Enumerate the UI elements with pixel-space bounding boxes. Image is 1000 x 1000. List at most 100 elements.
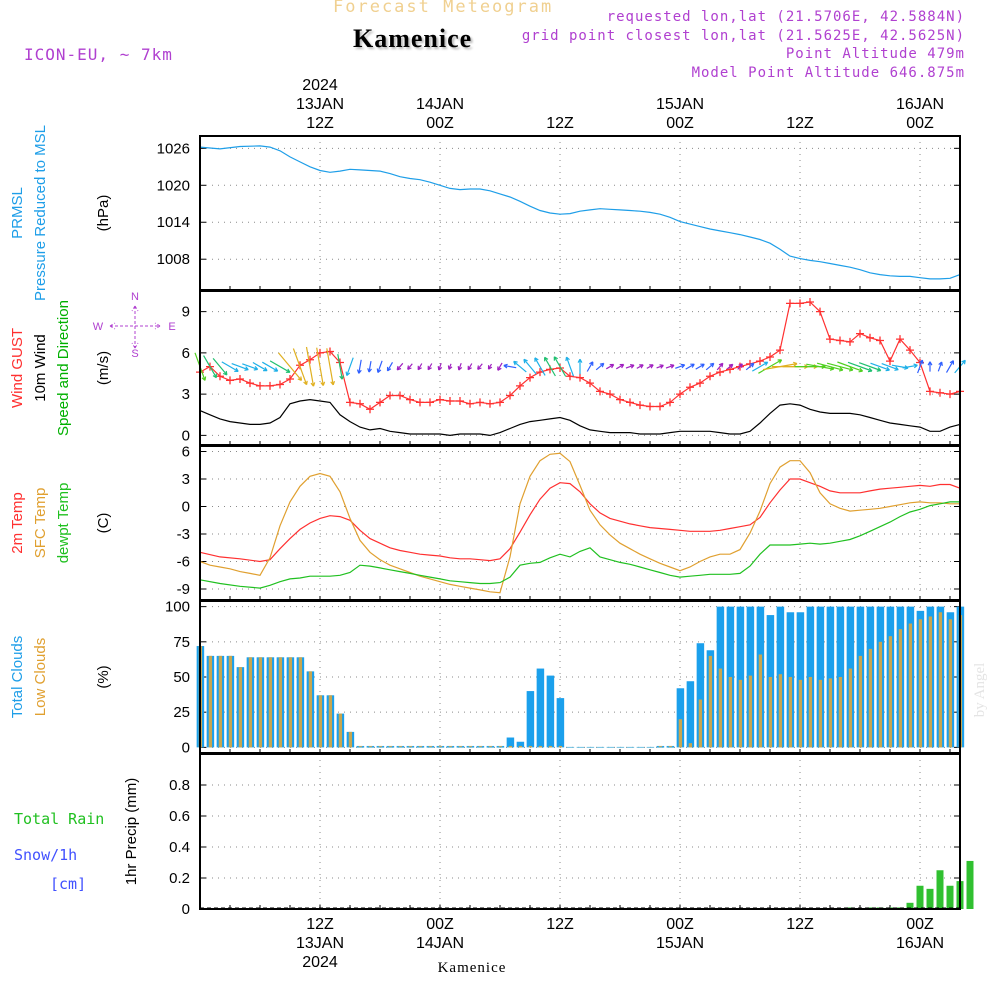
total-cloud-bar <box>736 606 745 748</box>
low-cloud-bar <box>828 678 833 748</box>
gust-marker <box>816 307 824 316</box>
wind-direction-arrow <box>203 355 217 379</box>
y-tick-label: 75 <box>173 634 190 651</box>
low-cloud-bar <box>728 677 733 748</box>
gust-marker <box>406 395 414 404</box>
wind-direction-arrow <box>705 362 715 371</box>
wind-direction-arrow <box>278 352 303 381</box>
low-cloud-bar <box>418 745 423 748</box>
gust-marker <box>796 299 804 308</box>
low-cloud-bar <box>508 745 513 748</box>
low-cloud-bar <box>348 731 353 748</box>
wind-direction-arrow <box>665 364 675 369</box>
rain-bar <box>906 902 914 909</box>
y-tick-label: -3 <box>177 526 190 543</box>
wind-direction-arrow <box>242 363 259 371</box>
wind-direction-arrow <box>523 358 537 375</box>
bottom-time-label: 12Z <box>546 916 574 933</box>
y-tick-label: 0 <box>182 739 190 756</box>
compass-west: W <box>93 321 104 333</box>
wind-direction-arrow <box>396 362 404 371</box>
wind-direction-arrow <box>356 359 362 374</box>
total-cloud-bar <box>816 606 825 748</box>
low-cloud-bar <box>238 667 243 748</box>
precip-snow-unit-label: [cm] <box>50 875 86 893</box>
wind-direction-arrow <box>231 363 249 371</box>
low-cloud-bar <box>228 655 233 748</box>
top-time-label: 2024 <box>302 77 338 94</box>
wind-direction-arrow <box>269 360 291 373</box>
wind-direction-arrow <box>902 363 918 369</box>
series-line-dewpt-temp <box>199 501 960 589</box>
wind-direction-arrow <box>497 362 503 371</box>
low-cloud-bar <box>248 657 253 748</box>
y-tick-label: 1020 <box>157 177 190 194</box>
model-point-altitude: Model Point Altitude 646.875m <box>691 65 965 81</box>
rain-bar <box>916 885 924 909</box>
bottom-time-label: 12Z <box>306 916 334 933</box>
total-cloud-bar <box>546 675 555 748</box>
low-cloud-bar <box>898 629 903 748</box>
low-cloud-bar <box>878 641 883 748</box>
gust-marker <box>596 387 604 396</box>
low-cloud-bar <box>738 679 743 748</box>
gust-marker <box>656 402 664 411</box>
wind-direction-arrow <box>477 363 483 370</box>
axis-side-label: Pressure Reduced to MSL <box>32 125 49 301</box>
bottom-time-label: 00Z <box>666 916 694 933</box>
y-tick-label: -6 <box>177 554 190 571</box>
wind-direction-arrow <box>945 360 954 373</box>
precip-snow-label: Snow/1h <box>14 846 77 864</box>
low-cloud-bar <box>318 695 323 748</box>
top-time-label: 15JAN <box>656 96 704 113</box>
gust-marker <box>686 383 694 392</box>
y-tick-label: 0.2 <box>169 870 190 887</box>
gust-marker <box>696 379 704 388</box>
wind-direction-arrow <box>427 363 433 371</box>
gust-marker <box>486 399 494 408</box>
y-axis-unit-label: (C) <box>95 513 112 534</box>
gust-marker <box>676 390 684 399</box>
gust-marker <box>266 381 274 390</box>
gust-marker <box>906 346 914 355</box>
gust-marker <box>276 380 284 389</box>
wind-direction-arrow <box>376 360 383 373</box>
y-tick-label: 0.4 <box>169 839 190 856</box>
low-cloud-bar <box>488 745 493 748</box>
low-cloud-bar <box>558 745 563 748</box>
panel-wind: 0 3 6 9 Wind GUST 10m Wind Speed and Direction… <box>9 290 966 446</box>
low-cloud-bar <box>458 745 463 748</box>
top-time-label: 14JAN <box>416 96 464 113</box>
wind-direction-arrow <box>716 362 724 371</box>
wind-direction-arrow <box>345 357 354 377</box>
low-cloud-bar <box>368 745 373 748</box>
gust-marker <box>776 346 784 355</box>
gust-marker <box>626 398 634 407</box>
gust-marker <box>306 355 314 364</box>
axis-side-label: Wind GUST <box>9 328 26 408</box>
low-cloud-bar <box>718 668 723 748</box>
wind-direction-arrow <box>407 363 413 370</box>
rain-bar <box>946 885 954 909</box>
wind-direction-arrow <box>337 353 345 380</box>
gust-marker <box>926 387 934 396</box>
low-cloud-bar <box>398 745 403 748</box>
y-tick-label: 1014 <box>157 214 190 231</box>
total-cloud-bar <box>556 698 565 748</box>
low-cloud-bar <box>468 745 473 748</box>
gust-marker <box>866 333 874 342</box>
y-tick-label: 6 <box>182 345 190 362</box>
wind-direction-arrow <box>577 358 583 375</box>
gust-marker <box>516 381 524 390</box>
y-axis-unit-label: (%) <box>95 665 112 688</box>
low-cloud-bar <box>888 636 893 748</box>
grid-point-coordinates: grid point closest lon,lat (21.5625E, 42… <box>521 28 965 44</box>
low-cloud-bar <box>218 655 223 748</box>
model-name: ICON-EU, ~ 7km <box>24 45 173 64</box>
wind-direction-arrow <box>816 362 844 372</box>
wind-direction-arrow <box>513 360 527 373</box>
axis-side-label: Speed and Direction <box>55 300 72 436</box>
bottom-time-label: 00Z <box>426 916 454 933</box>
gust-marker <box>356 399 364 408</box>
